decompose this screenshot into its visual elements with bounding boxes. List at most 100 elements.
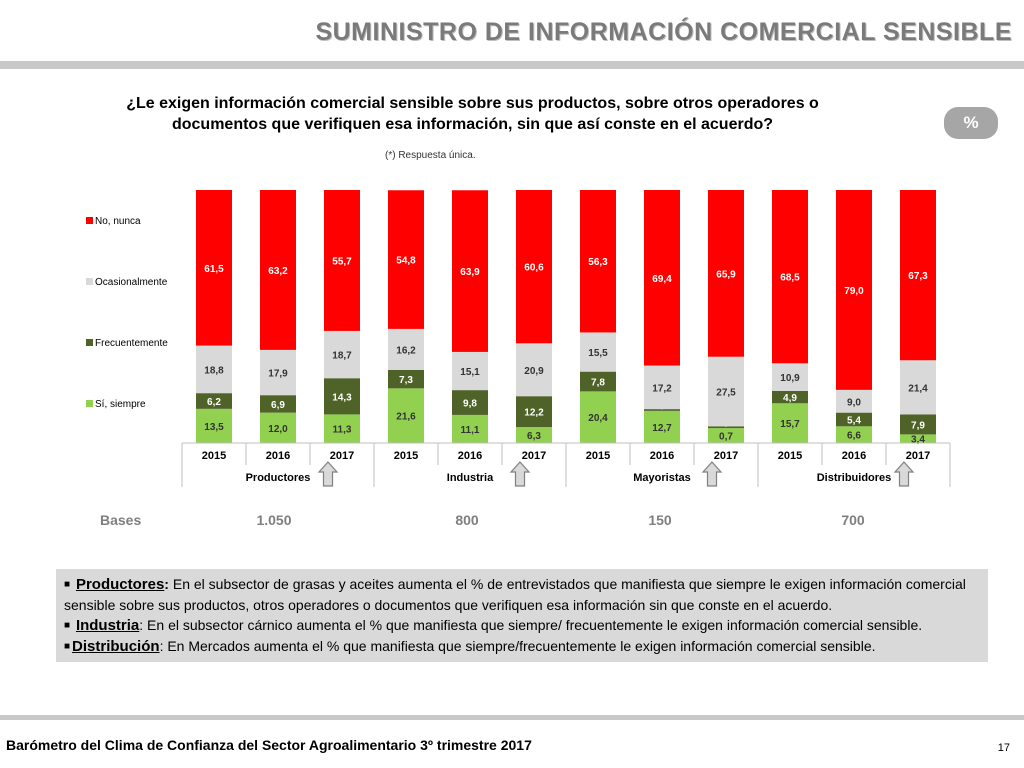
percent-badge: %	[944, 107, 998, 139]
bar-segment	[196, 345, 232, 394]
data-label: 6,6	[847, 431, 861, 442]
comment-colon: :	[164, 576, 169, 592]
legend-swatch	[86, 217, 93, 224]
category-label: 2015	[202, 450, 226, 462]
comment-keyword-distribucion: Distribución	[72, 638, 160, 655]
data-label: 6,9	[271, 400, 285, 411]
legend-swatch	[86, 400, 93, 407]
bar-segment	[644, 410, 680, 443]
data-label: 69,4	[652, 274, 672, 285]
bar-segment	[388, 369, 424, 389]
bar-segment	[260, 395, 296, 413]
data-label: 13,5	[204, 422, 224, 433]
bar-segment	[196, 190, 232, 346]
data-label: 12,7	[652, 423, 672, 434]
bar-segment	[708, 190, 744, 357]
up-arrow-icon	[701, 461, 723, 487]
bar-segment	[900, 360, 936, 415]
bar-segment	[836, 190, 872, 390]
bar-segment	[516, 343, 552, 397]
data-label: 17,2	[652, 383, 672, 394]
bar-segment	[836, 389, 872, 413]
bar-segment	[516, 190, 552, 344]
legend-swatch	[86, 339, 93, 346]
category-label: 2016	[650, 450, 674, 462]
category-label: 2015	[394, 450, 418, 462]
bar-segment	[836, 426, 872, 443]
data-label: 16,2	[396, 345, 416, 356]
category-label: 2016	[458, 450, 482, 462]
bar-segment	[644, 190, 680, 366]
bar-segment	[452, 414, 488, 443]
data-label: 5,4	[847, 415, 861, 426]
bar-segment	[836, 412, 872, 427]
category-label: 2017	[714, 450, 738, 462]
bar-segment	[452, 351, 488, 391]
category-label: 2017	[906, 450, 930, 462]
legend-label: Frecuentemente	[95, 338, 168, 349]
footer-divider	[0, 715, 1024, 720]
bar-segment	[708, 426, 744, 429]
bar-segment	[260, 190, 296, 350]
data-label: 18,8	[204, 365, 224, 376]
bar-segment	[900, 414, 936, 435]
data-label: 61,5	[204, 264, 224, 275]
data-label: 11,1	[461, 425, 480, 436]
bar-segment	[388, 328, 424, 370]
stacked-bar-chart: 13,5 6,2 18,8 61,5 12,0 6,9 17,9 63,2 11,3 14,3 18…	[86, 190, 951, 487]
data-label: 63,9	[460, 267, 480, 278]
bar-segment	[900, 190, 936, 361]
up-arrow-icon	[893, 461, 915, 487]
bar-segment	[260, 349, 296, 396]
question-line-2: documentos que verifiquen esa informació…	[171, 116, 774, 133]
data-label: 15,5	[588, 348, 608, 359]
data-label: 0,7	[719, 432, 733, 443]
bar-segment	[516, 427, 552, 443]
data-label: 9,0	[847, 397, 861, 408]
data-label: 7,9	[911, 420, 925, 431]
data-label: 15,1	[460, 367, 480, 378]
up-arrow-icon	[509, 461, 531, 487]
bar-segment	[452, 190, 488, 352]
data-label: 9,8	[463, 399, 477, 410]
bar-segment	[324, 378, 360, 415]
bar-segment	[516, 396, 552, 428]
data-label: 7,3	[399, 375, 413, 386]
bar-segment	[580, 332, 616, 372]
comment-keyword-industria: Industria	[75, 617, 140, 634]
data-label: 17,9	[268, 369, 288, 380]
group-label: Industria	[447, 472, 494, 484]
data-label: 54,8	[396, 256, 416, 267]
group-label: Distribuidores	[817, 472, 892, 484]
data-label: 12,0	[268, 424, 288, 435]
data-label: 67,3	[908, 271, 928, 282]
category-label: 2016	[266, 450, 290, 462]
bar-segment	[580, 391, 616, 443]
comment-keyword-productores: Productores	[75, 576, 165, 593]
bar-segment	[772, 190, 808, 364]
data-label: 79,0	[844, 286, 864, 297]
legend-label: Ocasionalmente	[95, 277, 168, 288]
bases-label: Bases	[100, 512, 142, 528]
legend-swatch	[86, 278, 93, 285]
bullet-icon: ■	[64, 579, 71, 590]
bar-segment	[644, 365, 680, 410]
bar-segment	[324, 190, 360, 331]
base-value-industria: 800	[455, 512, 479, 528]
category-label: 2016	[842, 450, 866, 462]
comment-text-distribucion: : En Mercados aumenta el % que manifiest…	[159, 638, 876, 654]
bar-segment	[260, 412, 296, 443]
data-label: 14,3	[332, 392, 352, 403]
base-value-mayoristas: 150	[648, 512, 672, 528]
data-label: 4,9	[783, 393, 797, 404]
data-label: 7,8	[591, 378, 605, 389]
comment-box: ■ Productores: En el subsector de grasas…	[56, 569, 988, 662]
category-label: 2015	[586, 450, 610, 462]
bar-segment	[196, 408, 232, 443]
comment-text-industria: : En el subsector cárnico aumenta el % q…	[139, 617, 923, 633]
data-label: 56,3	[588, 257, 608, 268]
data-label: 20,4	[588, 413, 608, 424]
data-label: 15,7	[780, 419, 800, 430]
data-label: 18,7	[332, 351, 352, 362]
bar-segment	[772, 403, 808, 443]
